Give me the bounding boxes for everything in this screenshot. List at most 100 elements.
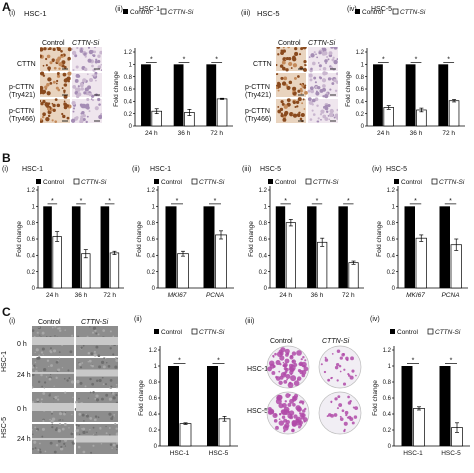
cell-dot bbox=[79, 83, 84, 88]
legend: Control CTTN-Si bbox=[154, 178, 225, 186]
texture-dot bbox=[57, 429, 61, 433]
legend-swatch-si bbox=[305, 178, 312, 185]
texture-dot bbox=[101, 376, 104, 379]
texture-dot bbox=[81, 362, 84, 364]
cell-dot bbox=[94, 46, 96, 49]
cell-dot bbox=[326, 55, 329, 59]
cell-dot bbox=[61, 60, 66, 65]
cell-dot bbox=[91, 94, 95, 98]
texture-dot bbox=[113, 413, 115, 416]
x-tick-label: 72 h bbox=[103, 292, 116, 299]
cell-dot bbox=[288, 80, 293, 85]
time-label: 0 h bbox=[17, 341, 27, 348]
bar-si bbox=[215, 234, 227, 289]
cell-dot bbox=[324, 106, 329, 111]
cell-dot bbox=[49, 81, 53, 85]
cell-dot bbox=[82, 118, 86, 122]
texture-dot bbox=[44, 450, 47, 453]
colony-dot bbox=[275, 376, 281, 381]
legend-label-si: CTTN-Si bbox=[168, 9, 194, 16]
cell-dot bbox=[61, 112, 64, 116]
colony-dot bbox=[282, 402, 287, 408]
cell-dot bbox=[56, 103, 61, 108]
texture-dot bbox=[113, 415, 115, 417]
cell-dot bbox=[317, 117, 320, 120]
legend-label-si: CTTN-Si bbox=[199, 179, 225, 186]
texture-dot bbox=[82, 427, 86, 431]
cell-dot bbox=[91, 98, 95, 102]
x-tick-label: PCNA bbox=[206, 292, 224, 299]
texture-dot bbox=[75, 429, 79, 433]
texture-dot bbox=[63, 412, 66, 416]
cell-dot bbox=[74, 79, 79, 83]
cell-dot bbox=[63, 65, 67, 69]
cell-dot bbox=[82, 113, 86, 118]
cell-dot bbox=[332, 68, 336, 71]
texture-dot bbox=[95, 345, 99, 349]
y-tick-label: 0.6 bbox=[124, 87, 133, 93]
legend-swatch-si bbox=[191, 178, 198, 185]
bar-control bbox=[438, 64, 449, 126]
colony-dot bbox=[342, 382, 347, 386]
colony-dot bbox=[300, 358, 303, 361]
cell-dot bbox=[320, 109, 325, 114]
cell-dot bbox=[87, 46, 91, 49]
x-tick-label: HSC-1 bbox=[403, 450, 423, 457]
cell-dot bbox=[84, 87, 89, 92]
panel-tag: (i) bbox=[9, 10, 16, 17]
col-label-control: Control bbox=[38, 319, 61, 326]
texture-dot bbox=[57, 327, 60, 330]
colony-dot bbox=[293, 393, 299, 399]
cell-line-label: HSC-1 bbox=[1, 350, 8, 372]
bar-control bbox=[168, 366, 179, 446]
bar-si bbox=[448, 100, 460, 127]
sig-star: * bbox=[178, 358, 181, 365]
legend-swatch-si bbox=[160, 8, 167, 15]
colony-dot bbox=[282, 361, 285, 364]
colony-dot bbox=[334, 397, 338, 401]
texture-dot bbox=[55, 376, 58, 379]
texture-dot bbox=[78, 412, 82, 416]
y-tick-label: 0.4 bbox=[149, 412, 158, 418]
cell-dot bbox=[80, 47, 83, 50]
cell-dot bbox=[280, 51, 284, 55]
cell-dot bbox=[42, 64, 45, 67]
col-label-si: CTTN-Si bbox=[308, 40, 336, 47]
x-tick-label: 36 h bbox=[311, 292, 324, 299]
texture-dot bbox=[89, 429, 91, 431]
colony-dot bbox=[335, 362, 340, 367]
cell-dot bbox=[321, 47, 324, 50]
cell-dot bbox=[58, 62, 63, 67]
cell-dot bbox=[72, 107, 76, 110]
texture-dot bbox=[87, 360, 90, 363]
cell-dot bbox=[324, 59, 328, 63]
colony-dot bbox=[293, 363, 298, 367]
colony-dot bbox=[288, 363, 294, 368]
bar-si bbox=[413, 408, 425, 447]
bar-control bbox=[405, 64, 416, 126]
bar-si bbox=[348, 262, 359, 289]
chart-title: HSC-5 bbox=[260, 166, 281, 173]
cell-dot bbox=[319, 113, 323, 116]
chart-title: HSC-1 bbox=[139, 6, 160, 13]
texture-dot bbox=[81, 413, 85, 417]
texture-dot bbox=[76, 379, 80, 384]
sig-star: * bbox=[415, 56, 418, 63]
colony-dot bbox=[299, 400, 303, 404]
legend: Control CTTN-Si bbox=[154, 328, 225, 336]
cell-dot bbox=[280, 100, 284, 104]
cell-dot bbox=[72, 84, 77, 89]
colony-dot bbox=[341, 353, 345, 357]
y-tick-label: 1 bbox=[264, 205, 268, 211]
texture-dot bbox=[109, 330, 112, 333]
cell-dot bbox=[322, 84, 326, 88]
texture-dot bbox=[42, 391, 46, 395]
legend: Control CTTN-Si bbox=[390, 328, 461, 336]
texture-dot bbox=[55, 360, 59, 364]
colony-dot bbox=[268, 408, 275, 415]
cell-dot bbox=[313, 51, 316, 54]
cell-dot bbox=[317, 62, 320, 64]
texture-dot bbox=[59, 329, 62, 332]
texture-dot bbox=[34, 426, 37, 429]
texture-dot bbox=[54, 395, 58, 400]
